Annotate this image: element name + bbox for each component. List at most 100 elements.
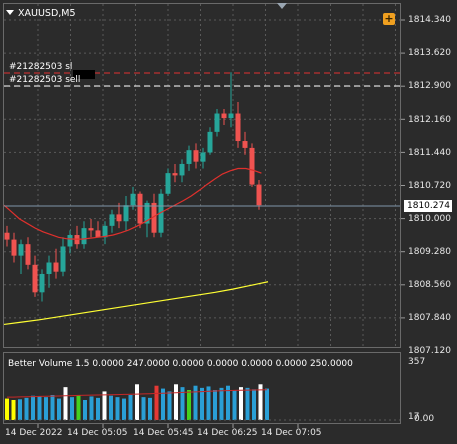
- price-tick: 1809.280: [408, 247, 451, 257]
- candle-body: [116, 214, 122, 222]
- candle-body: [172, 173, 178, 176]
- candle-body: [165, 173, 171, 194]
- volume-bar: [44, 397, 48, 420]
- sell-order-label: #21282503 sell: [9, 75, 81, 85]
- candle-body: [249, 147, 255, 185]
- volume-bar: [63, 387, 68, 420]
- candle-body: [88, 228, 94, 231]
- volume-average-line: [7, 389, 268, 398]
- candle-body: [158, 193, 164, 233]
- candle-body: [81, 228, 87, 245]
- candle-body: [11, 239, 17, 256]
- candle-body: [179, 163, 185, 176]
- candle-body: [130, 193, 136, 206]
- volume-bar: [109, 395, 113, 420]
- time-tick: 14 Dec 05:05: [67, 428, 128, 438]
- price-tick: 1807.840: [408, 313, 451, 323]
- current-price-label: 1810.274: [404, 200, 452, 212]
- volume-bar: [135, 384, 139, 420]
- one-click-trading-button[interactable]: +: [383, 12, 395, 25]
- volume-bar: [5, 398, 9, 420]
- volume-bar: [115, 397, 120, 420]
- moving-average-short: [3, 167, 262, 240]
- candle-body: [60, 246, 66, 272]
- price-tick: 1813.620: [408, 48, 451, 58]
- candle-body: [242, 141, 248, 148]
- volume-bar: [128, 395, 133, 420]
- volume-scale-mid: 17: [408, 412, 420, 422]
- candle-body: [53, 262, 59, 272]
- candle-body: [46, 262, 52, 274]
- volume-bar: [89, 396, 94, 420]
- volume-bar: [213, 390, 217, 420]
- volume-bar: [206, 386, 211, 420]
- volume-bar: [31, 395, 35, 420]
- volume-bar: [70, 397, 74, 420]
- candle-body: [151, 202, 157, 233]
- symbol-label: XAUUSD,M5: [18, 8, 76, 19]
- time-tick: 14 Dec 2022: [5, 428, 63, 438]
- price-chart-area[interactable]: [3, 3, 401, 348]
- candle-body: [144, 202, 150, 224]
- candle-body: [95, 230, 101, 238]
- volume-bar: [148, 397, 152, 420]
- volume-bar: [11, 400, 16, 420]
- price-tick: 1808.560: [408, 280, 451, 290]
- symbol-dropdown[interactable]: XAUUSD,M5: [6, 8, 76, 19]
- volume-bar: [18, 399, 22, 420]
- price-tick: 1810.000: [408, 214, 451, 224]
- volume-bar: [226, 385, 230, 420]
- volume-bar: [239, 387, 243, 420]
- candle-body: [25, 244, 31, 265]
- candle-body: [102, 225, 108, 238]
- volume-bar: [258, 384, 263, 420]
- volume-bar: [174, 384, 178, 420]
- dropdown-triangle-icon: [6, 10, 14, 15]
- candle-body: [137, 193, 143, 224]
- volume-bar: [265, 388, 269, 420]
- volume-bar: [180, 387, 185, 420]
- volume-bar: [187, 390, 191, 420]
- volume-bar: [24, 397, 29, 420]
- volume-indicator-label: Better Volume 1.5 0.0000 247.0000 0.0000…: [8, 359, 353, 369]
- candle-body: [214, 113, 220, 132]
- volume-bar: [154, 385, 159, 420]
- candle-body: [186, 150, 192, 164]
- volume-bar: [219, 387, 224, 420]
- volume-bar: [37, 396, 42, 420]
- volume-scale-top: 357: [408, 357, 426, 367]
- volume-bar: [193, 385, 198, 420]
- volume-bar: [122, 398, 126, 420]
- price-tick: 1807.120: [408, 346, 451, 356]
- volume-bar: [167, 391, 172, 420]
- volume-bar: [245, 387, 250, 420]
- candle-body: [256, 184, 262, 206]
- price-tick: 1812.900: [408, 81, 451, 91]
- candle-body: [221, 113, 227, 119]
- candle-body: [235, 113, 241, 142]
- time-tick: 14 Dec 06:25: [197, 428, 258, 438]
- time-tick: 14 Dec 05:45: [133, 428, 194, 438]
- volume-bar: [83, 400, 87, 420]
- volume-bar: [76, 395, 81, 420]
- candle-body: [4, 232, 10, 240]
- chart-shift-icon[interactable]: [277, 3, 287, 9]
- time-tick: 14 Dec 07:05: [261, 428, 322, 438]
- volume-bar: [96, 397, 100, 420]
- moving-average-long: [3, 281, 269, 326]
- volume-indicator-area[interactable]: [3, 352, 401, 424]
- candle-body: [228, 113, 234, 119]
- candle-body: [207, 131, 213, 153]
- volume-bar: [141, 397, 146, 420]
- price-tick: 1812.160: [408, 115, 451, 125]
- candle-body: [109, 214, 115, 226]
- price-tick: 1811.440: [408, 148, 451, 158]
- price-tick: 1810.720: [408, 181, 451, 191]
- candle-body: [193, 150, 199, 162]
- volume-bar: [200, 387, 204, 420]
- volume-bar: [57, 398, 61, 420]
- volume-bar: [252, 389, 256, 420]
- volume-bar: [102, 391, 107, 420]
